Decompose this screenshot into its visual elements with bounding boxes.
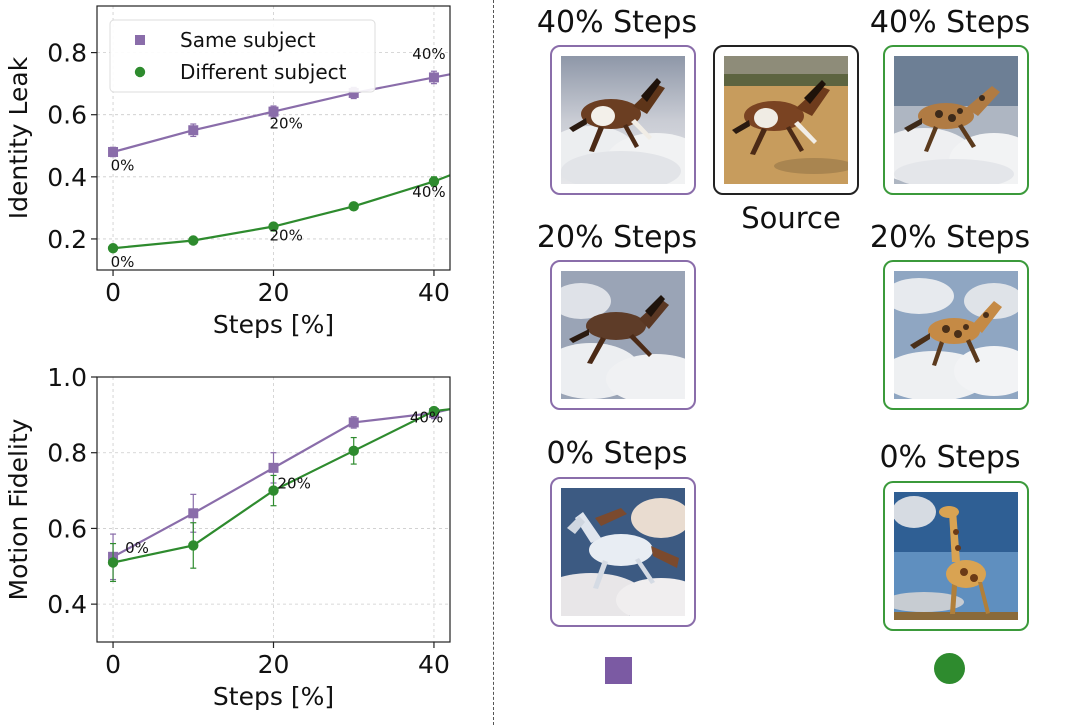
horse-clouds-image-20 [561,271,685,399]
annotation-label: 0% [111,253,135,271]
x-axis-label: Steps [%] [213,682,334,711]
annotation-label: 20% [269,115,302,133]
data-point-circle [188,235,199,246]
frame-giraffe-40 [883,45,1029,195]
frame-giraffe-20 [883,260,1029,410]
giraffe-clouds-image-20 [894,271,1018,399]
legend-square-same-subject [605,657,632,684]
giraffe-clouds-image-40 [894,56,1018,184]
source-horse-image [724,56,848,184]
data-point-square [348,87,359,98]
data-point-circle [268,485,279,496]
data-point-square [188,125,199,136]
white-horse-clouds-image [561,488,685,616]
annotation-label: 40% [412,183,445,201]
y-axis-label: Motion Fidelity [4,418,33,600]
x-tick-label: 0 [105,278,121,307]
data-point-circle [348,445,359,457]
panel-divider [493,0,494,725]
annotation-label: 20% [269,226,302,244]
y-tick-label: 0.6 [47,101,87,130]
data-point-circle [188,540,199,551]
data-point-circle [268,221,279,232]
label-40-steps-same: 40% Steps [536,5,698,40]
frame-giraffe-0 [883,481,1029,631]
data-point-square [428,72,439,83]
y-tick-label: 0.8 [47,39,87,68]
legend-entry-1: Different subject [180,60,347,84]
annotation-label: 20% [278,475,311,493]
y-tick-label: 0.6 [47,514,87,543]
annotation-label: 0% [111,157,135,175]
giraffe-savanna-image [894,492,1018,620]
x-tick-label: 20 [258,650,290,679]
identity-leak-chart: 0% 20% 40% 0% 20% 40% 0 20 40 0.2 0.4 0.6 0.8 Steps [… [4,5,451,339]
data-point-square [108,146,119,157]
x-tick-label: 0 [105,650,121,679]
annotation-label: 40% [410,408,443,426]
frame-horse-40 [550,45,696,195]
label-0-steps-different: 0% Steps [879,440,1021,475]
legend-marker-square [135,35,145,45]
x-axis-label: Steps [%] [213,310,334,339]
y-tick-label: 0.4 [47,163,87,192]
label-40-steps-different: 40% Steps [869,5,1031,40]
legend-circle-different-subject [934,653,965,684]
source-label: Source [741,201,841,235]
label-20-steps-different: 20% Steps [869,220,1031,255]
legend-box [109,19,376,93]
frame-horse-20 [550,260,696,410]
legend-entry-0: Same subject [180,28,316,52]
y-tick-label: 1.0 [47,363,87,392]
label-20-steps-same: 20% Steps [536,220,698,255]
label-0-steps-same: 0% Steps [546,436,688,471]
data-point-circle [107,243,119,254]
data-point-square [268,462,279,473]
y-tick-label: 0.8 [47,439,87,468]
x-tick-label: 20 [258,278,290,307]
legend-marker-circle [134,66,146,78]
frame-source [713,45,859,195]
data-point-circle [348,201,359,212]
data-point-square [348,417,359,428]
annotation-label: 40% [412,45,445,63]
x-tick-label: 40 [418,278,450,307]
motion-fidelity-chart: 0% 20% 40% 0 20 40 0.4 0.6 0.8 1.0 Steps [%] Motion… [4,363,451,711]
x-tick-label: 40 [418,650,450,679]
horse-clouds-image [561,56,685,184]
y-axis-label: Identity Leak [4,56,33,219]
annotation-label: 0% [125,539,149,557]
data-point-circle [107,557,119,568]
y-tick-label: 0.2 [47,225,87,254]
data-point-circle [428,176,440,187]
data-point-square [188,508,199,519]
data-point-square [268,106,279,117]
frame-horse-0 [550,477,696,627]
legend: Same subject Different subject [109,19,376,93]
data-point-circle [428,405,440,417]
y-tick-label: 0.4 [47,590,87,619]
